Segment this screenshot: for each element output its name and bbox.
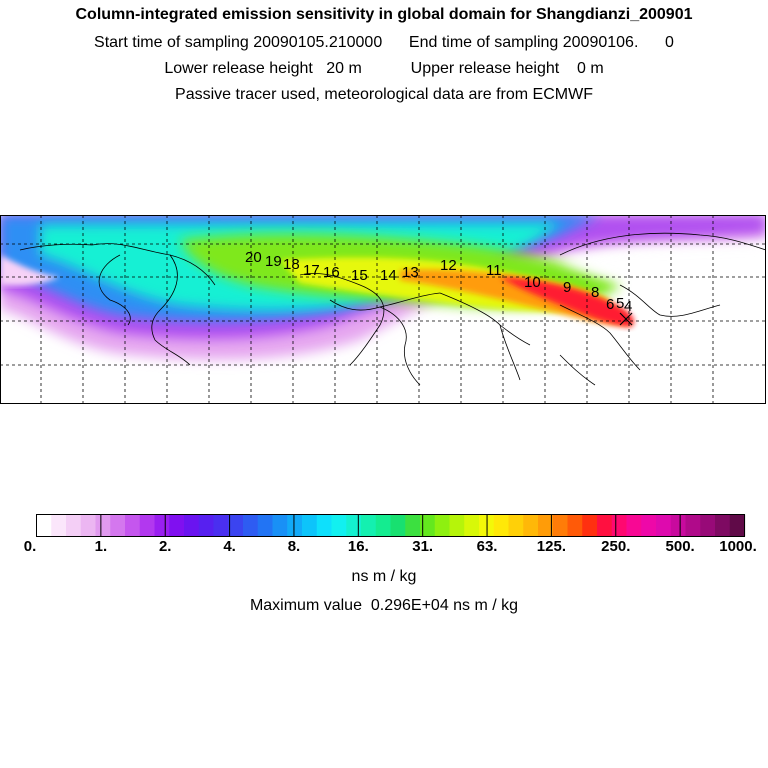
receptor-marker [619,312,633,326]
colorbar-cell [685,514,701,537]
colorbar-cell [213,514,229,537]
trajectory-label: 20 [245,249,262,266]
colorbar-cell [198,514,215,537]
colorbar-cell [184,514,200,537]
emission-sensitivity-map: 20 19 18 17 16 15 14 13 12 11 10 9 8 6 5… [0,215,766,404]
colorbar-cell [656,514,672,537]
colorbar-cell [729,514,746,537]
colorbar-cell [346,514,362,537]
trajectory-labels: 20 19 18 17 16 15 14 13 12 11 10 9 8 6 5… [245,249,632,315]
trajectory-label: 14 [380,267,397,284]
map-title: Column-integrated emission sensitivity i… [75,6,693,23]
trajectory-label: 11 [486,262,502,279]
colorbar-cell [523,514,539,537]
colorbar-cell [154,514,170,537]
colorbar-cell [272,514,288,537]
colorbar-cell [36,514,52,537]
trajectory-label: 12 [440,257,457,274]
graticule [0,215,766,404]
trajectory-label: 17 [303,262,320,279]
colorbar-cell [375,514,392,537]
colorbar-cell [228,514,244,537]
trajectory-label: 15 [351,267,368,284]
colorbar-tick-label: 31. [412,538,434,555]
colorbar-cell [390,514,406,537]
colorbar-cell [316,514,333,537]
colorbar-cell [331,514,347,537]
trajectory-label: 13 [402,264,419,281]
colorbar-cell [169,514,185,537]
colorbar-cell [670,514,687,537]
colorbar-cell [257,514,274,537]
colorbar-tick-label: 63. [476,538,498,555]
colorbar-cell [80,514,97,537]
colorbar-cell [405,514,421,537]
maximum-value-label: Maximum value 0.296E+04 ns m / kg [249,597,519,614]
colorbar [36,514,746,537]
colorbar-cell [611,514,628,537]
colorbar-cell [715,514,731,537]
trajectory-label: 16 [323,264,340,281]
colorbar-cell [302,514,318,537]
colorbar-cell [420,514,436,537]
trajectory-label: 4 [624,298,632,315]
colorbar-tick-label: 0. [23,538,37,555]
colorbar-cell [287,514,303,537]
trajectory-label: 5 [616,295,624,312]
colorbar-dividers [100,514,681,537]
trajectory-label: 19 [265,253,282,270]
colorbar-tick-label: 4. [223,538,236,555]
colorbar-cell [567,514,583,537]
map-frame [0,215,766,404]
colorbar-tick-label: 500. [665,538,695,555]
trajectory-label: 10 [524,274,541,291]
colorbar-tick-label: 250. [601,538,631,555]
release-heights: Lower release height 20 m Upper release … [164,60,604,77]
colorbar-cell [626,514,642,537]
colorbar-cell [508,514,524,537]
colorbar-frame [36,514,745,537]
colorbar-units: ns m / kg [351,568,417,585]
colorbar-cell [493,514,510,537]
colorbar-cell [449,514,465,537]
colorbar-cells [36,514,746,537]
colorbar-cell [95,514,111,537]
model-note: Passive tracer used, meteorological data… [175,86,593,103]
colorbar-cell [110,514,126,537]
colorbar-tick-label: 16. [347,538,369,555]
colorbar-tick-label: 125. [536,538,567,555]
sensitivity-field [0,215,766,360]
colorbar-cell [51,514,67,537]
colorbar-cell [552,514,569,537]
colorbar-cell [139,514,156,537]
colorbar-cell [582,514,598,537]
colorbar-tick-label: 2. [158,538,172,555]
colorbar-cell [434,514,451,537]
colorbar-cell [66,514,82,537]
colorbar-tick-label: 1. [94,538,108,555]
colorbar-cell [125,514,141,537]
colorbar-tick-label: 1000. [719,538,757,555]
colorbar-tick-label: 8. [287,538,301,555]
sampling-times: Start time of sampling 20090105.210000 E… [94,34,674,51]
trajectory-label: 9 [563,279,571,296]
colorbar-cell [597,514,613,537]
coastlines [19,232,766,386]
trajectory-label: 18 [283,256,300,273]
colorbar-cell [538,514,554,537]
colorbar-cell [700,514,716,537]
trajectory-label: 8 [591,284,599,301]
colorbar-cell [361,514,377,537]
colorbar-cell [243,514,259,537]
trajectory-label: 6 [606,296,614,313]
colorbar-cell [464,514,480,537]
colorbar-cell [641,514,657,537]
